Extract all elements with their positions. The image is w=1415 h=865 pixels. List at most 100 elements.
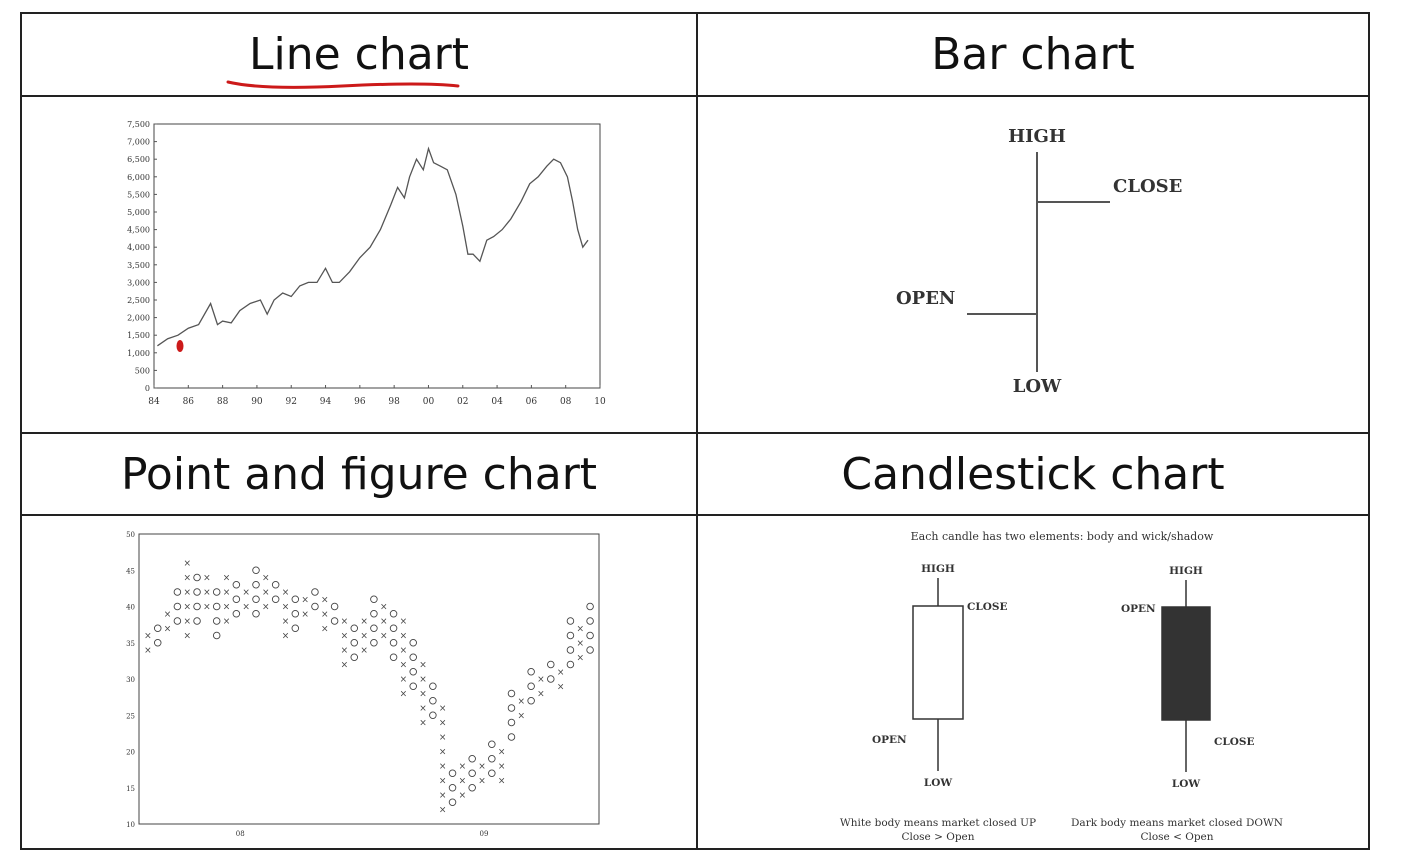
pf-x-mark: × — [380, 617, 388, 627]
pf-o-mark — [173, 617, 182, 625]
pf-x-mark: × — [439, 719, 447, 729]
pf-o-mark — [527, 696, 535, 705]
bar-chart-diagram: HIGH CLOSE OPEN LOW — [896, 126, 1182, 397]
pf-chart-y-ticks: 10 15 20 25 30 35 40 45 50 — [126, 531, 135, 829]
table-vertical-divider — [696, 14, 698, 848]
pf-o-mark — [193, 617, 201, 625]
pf-x-mark: × — [341, 632, 349, 642]
line-y-tick-label: 5,000 — [127, 208, 150, 217]
line-chart-y-ticks: 0 500 1,000 1,500 2,000 2,500 3,000 3,500 4,000 4… — [127, 120, 157, 393]
pf-x-mark: × — [164, 610, 172, 620]
line-y-tick-label: 6,500 — [127, 155, 150, 164]
pf-o-mark — [291, 624, 300, 632]
pf-x-mark: × — [183, 559, 191, 569]
pf-o-mark — [291, 595, 300, 603]
pf-o-mark — [527, 682, 535, 690]
pf-o-mark — [409, 653, 417, 661]
pf-o-mark — [507, 733, 516, 741]
line-y-tick-label: 5,500 — [127, 190, 150, 199]
line-x-tick-label: 04 — [491, 397, 503, 407]
pf-o-mark — [193, 588, 201, 596]
pf-x-mark: × — [557, 668, 565, 678]
line-x-tick-label: 02 — [457, 397, 468, 407]
pf-chart-x-ticks: 08 09 — [236, 830, 489, 838]
dark-candle-high-label: HIGH — [1169, 565, 1203, 577]
line-y-tick-label: 4,000 — [127, 243, 150, 252]
pf-o-mark — [311, 588, 319, 596]
pf-x-mark: × — [301, 595, 309, 605]
pf-x-mark: × — [400, 617, 408, 627]
pf-x-mark: × — [341, 646, 349, 656]
pf-x-mark: × — [282, 632, 290, 642]
bar-low-label: LOW — [1013, 376, 1062, 397]
pf-o-mark — [409, 682, 417, 690]
line-y-tick-label: 6,000 — [127, 173, 150, 182]
pf-x-mark: × — [223, 617, 231, 627]
pf-o-mark — [566, 631, 575, 640]
pf-x-mark: × — [439, 748, 447, 758]
pf-x-mark: × — [537, 675, 545, 685]
pf-o-mark — [232, 581, 241, 589]
pf-o-mark — [153, 638, 162, 647]
line-x-tick-label: 96 — [354, 397, 366, 407]
pf-x-mark: × — [360, 632, 368, 642]
pf-x-mark: × — [439, 791, 447, 801]
pf-x-mark: × — [321, 624, 329, 634]
pf-o-mark — [370, 624, 378, 632]
pf-x-mark: × — [223, 588, 231, 598]
pf-o-mark — [330, 602, 339, 611]
pf-o-mark — [389, 653, 398, 661]
pf-x-mark: × — [400, 661, 408, 671]
pf-chart-title: Point and figure chart — [120, 448, 598, 500]
pf-x-mark: × — [439, 777, 447, 787]
line-y-tick-label: 3,000 — [127, 278, 150, 287]
candle-chart-title: Candlestick chart — [841, 448, 1225, 500]
pf-o-mark — [429, 711, 437, 719]
pf-x-mark: × — [262, 588, 270, 598]
pf-x-mark: × — [537, 690, 545, 700]
pf-x-mark: × — [400, 675, 408, 685]
pf-o-mark — [271, 595, 280, 603]
dark-candle-caption-2: Close < Open — [1140, 831, 1213, 843]
pf-x-mark: × — [341, 661, 349, 671]
pf-o-mark — [252, 581, 260, 589]
pf-o-mark — [547, 660, 555, 669]
pf-o-mark — [586, 617, 594, 625]
pf-x-mark: × — [301, 610, 309, 620]
line-x-tick-label: 92 — [286, 397, 297, 407]
line-y-tick-label: 3,500 — [127, 261, 150, 270]
pf-x-mark: × — [400, 690, 408, 700]
pf-o-mark — [252, 595, 260, 603]
pf-o-mark — [370, 638, 378, 647]
pf-x-mark: × — [144, 632, 152, 642]
line-x-tick-label: 84 — [148, 397, 160, 407]
pf-x-mark: × — [183, 574, 191, 584]
line-y-tick-label: 4,500 — [127, 226, 150, 235]
white-candle-close-label: CLOSE — [967, 601, 1007, 613]
pf-o-mark — [488, 769, 496, 777]
pf-o-mark — [507, 689, 516, 698]
red-underline-annotation — [226, 80, 460, 89]
line-y-tick-label: 2,500 — [127, 296, 150, 305]
pf-o-mark — [409, 667, 417, 676]
pf-o-mark — [252, 566, 260, 575]
line-x-tick-label: 00 — [423, 397, 435, 407]
pf-x-mark: × — [400, 646, 408, 656]
line-x-tick-label: 06 — [526, 397, 538, 407]
table-divider-1 — [22, 95, 1368, 97]
line-x-tick-label: 90 — [251, 397, 263, 407]
table-divider-3 — [22, 514, 1368, 516]
pf-x-mark: × — [164, 624, 172, 634]
pf-x-mark: × — [419, 704, 427, 714]
white-candle-open-label: OPEN — [872, 734, 907, 746]
white-candle-caption-2: Close > Open — [901, 831, 974, 843]
pf-o-mark — [389, 624, 398, 632]
pf-o-mark — [468, 754, 476, 763]
pf-x-mark: × — [557, 682, 565, 692]
pf-o-mark — [232, 609, 241, 618]
white-candle-high-label: HIGH — [921, 563, 955, 575]
line-chart-title: Line chart — [248, 29, 470, 80]
pf-o-mark — [448, 784, 457, 792]
table-divider-2 — [22, 432, 1368, 434]
pf-o-mark — [330, 617, 339, 625]
